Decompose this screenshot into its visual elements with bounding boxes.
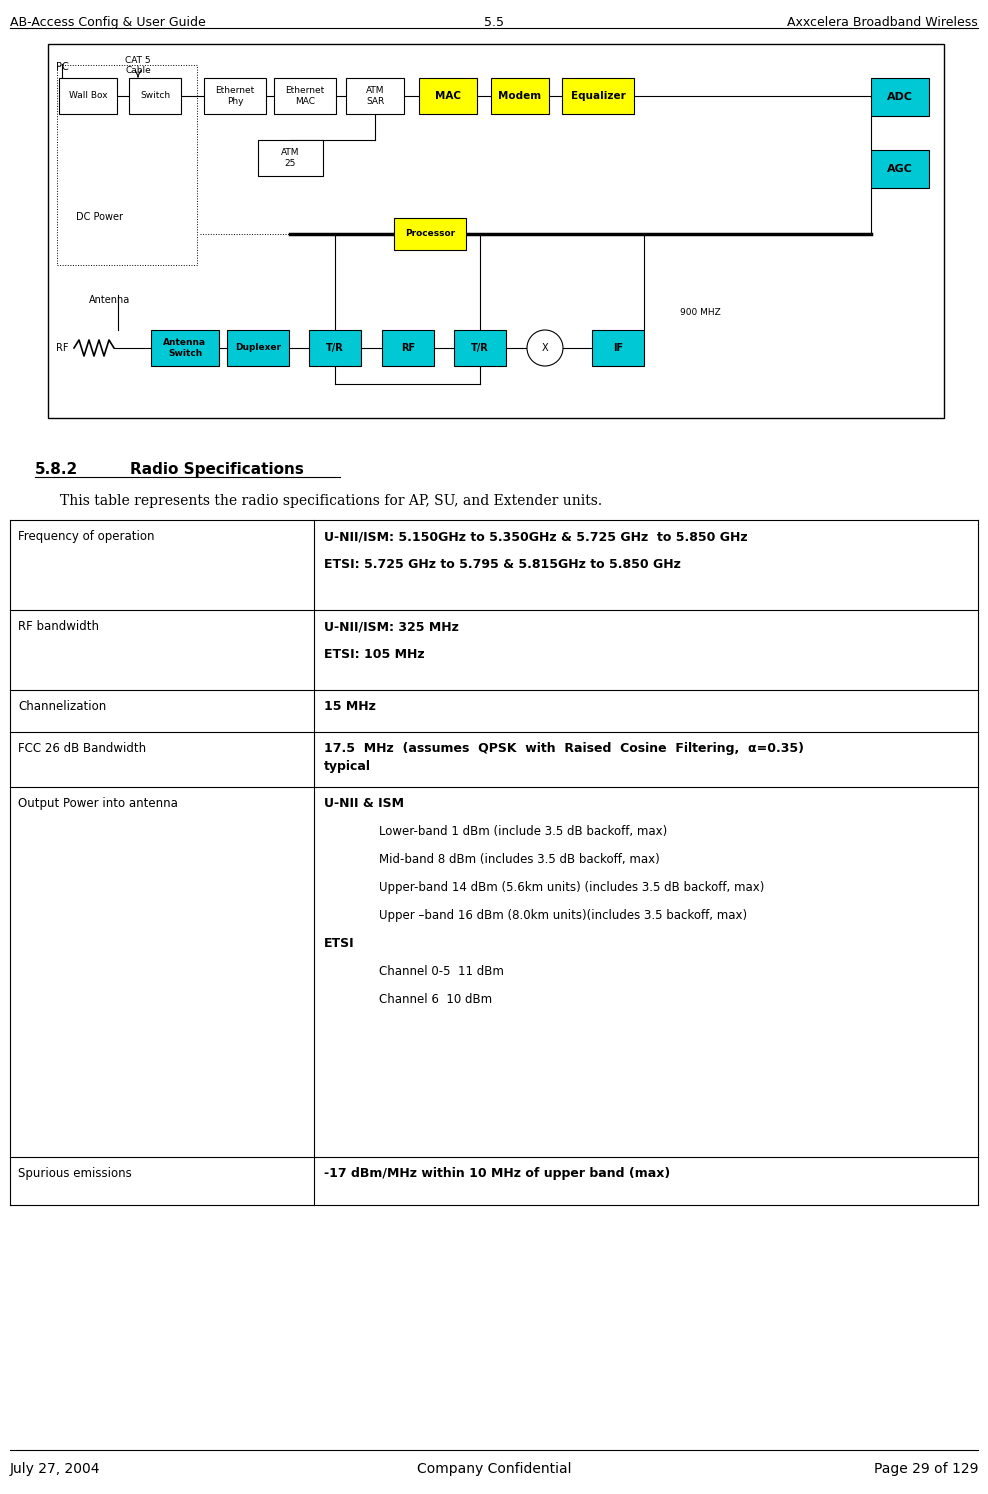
Bar — [151, 330, 219, 366]
Bar — [871, 149, 929, 188]
Text: FCC 26 dB Bandwidth: FCC 26 dB Bandwidth — [18, 743, 146, 754]
Text: AGC: AGC — [887, 164, 913, 173]
Bar — [592, 330, 644, 366]
Text: Modem: Modem — [498, 91, 541, 102]
Text: PC: PC — [55, 61, 68, 72]
Text: Spurious emissions: Spurious emissions — [18, 1167, 131, 1180]
Text: ETSI: 5.725 GHz to 5.795 & 5.815GHz to 5.850 GHz: ETSI: 5.725 GHz to 5.795 & 5.815GHz to 5… — [324, 557, 681, 571]
Text: U-NII/ISM: 325 MHz: U-NII/ISM: 325 MHz — [324, 620, 458, 633]
Text: Channelization: Channelization — [18, 701, 107, 713]
Text: ETSI: ETSI — [324, 937, 355, 950]
Text: Antenna
Switch: Antenna Switch — [163, 338, 206, 357]
Bar — [382, 330, 434, 366]
Text: 15 MHz: 15 MHz — [324, 701, 375, 713]
Text: ADC: ADC — [887, 93, 913, 102]
Text: MAC: MAC — [435, 91, 461, 102]
Bar — [871, 78, 929, 117]
Text: -17 dBm/MHz within 10 MHz of upper band (max): -17 dBm/MHz within 10 MHz of upper band … — [324, 1167, 670, 1180]
Bar — [129, 78, 181, 114]
Bar — [491, 78, 549, 114]
Text: T/R: T/R — [326, 344, 344, 353]
Text: Wall Box: Wall Box — [69, 91, 108, 100]
Text: AB-Access Config & User Guide: AB-Access Config & User Guide — [10, 16, 206, 28]
Text: RF: RF — [55, 344, 68, 353]
Circle shape — [527, 330, 563, 366]
Text: X: X — [541, 344, 548, 353]
Bar — [227, 330, 289, 366]
Bar — [48, 43, 944, 418]
Text: 900 MHZ: 900 MHZ — [680, 308, 720, 317]
Text: ATM
25: ATM 25 — [281, 148, 299, 167]
Text: 17.5  MHz  (assumes  QPSK  with  Raised  Cosine  Filtering,  α=0.35): 17.5 MHz (assumes QPSK with Raised Cosin… — [324, 743, 804, 754]
Text: Upper –band 16 dBm (8.0km units)(includes 3.5 backoff, max): Upper –band 16 dBm (8.0km units)(include… — [379, 908, 747, 922]
Text: Channel 6  10 dBm: Channel 6 10 dBm — [379, 994, 492, 1005]
Text: Radio Specifications: Radio Specifications — [130, 462, 304, 477]
Text: RF bandwidth: RF bandwidth — [18, 620, 99, 633]
Text: U-NII/ISM: 5.150GHz to 5.350GHz & 5.725 GHz  to 5.850 GHz: U-NII/ISM: 5.150GHz to 5.350GHz & 5.725 … — [324, 530, 748, 542]
Bar — [204, 78, 266, 114]
Text: Channel 0-5  11 dBm: Channel 0-5 11 dBm — [379, 965, 504, 979]
Text: Ethernet
Phy: Ethernet Phy — [215, 87, 255, 106]
Text: ATM
SAR: ATM SAR — [366, 87, 384, 106]
Text: Upper-band 14 dBm (5.6km units) (includes 3.5 dB backoff, max): Upper-band 14 dBm (5.6km units) (include… — [379, 881, 765, 893]
Bar — [59, 78, 117, 114]
Text: Switch: Switch — [140, 91, 170, 100]
Text: Mid-band 8 dBm (includes 3.5 dB backoff, max): Mid-band 8 dBm (includes 3.5 dB backoff,… — [379, 853, 660, 867]
Bar — [562, 78, 634, 114]
Text: 5.5: 5.5 — [484, 16, 504, 28]
Text: Ethernet
MAC: Ethernet MAC — [286, 87, 325, 106]
Text: Page 29 of 129: Page 29 of 129 — [873, 1463, 978, 1476]
Bar — [57, 66, 197, 264]
Text: This table represents the radio specifications for AP, SU, and Extender units.: This table represents the radio specific… — [60, 495, 602, 508]
Text: Company Confidential: Company Confidential — [417, 1463, 571, 1476]
Text: Output Power into antenna: Output Power into antenna — [18, 796, 178, 810]
Text: Duplexer: Duplexer — [235, 344, 281, 353]
Text: Axxcelera Broadband Wireless: Axxcelera Broadband Wireless — [787, 16, 978, 28]
Text: T/R: T/R — [471, 344, 489, 353]
Text: 5.8.2: 5.8.2 — [35, 462, 78, 477]
Text: typical: typical — [324, 760, 371, 772]
Text: DC Power: DC Power — [76, 212, 123, 223]
Bar — [274, 78, 336, 114]
Text: Processor: Processor — [405, 230, 455, 239]
Bar — [419, 78, 477, 114]
Text: Equalizer: Equalizer — [571, 91, 625, 102]
Text: Frequency of operation: Frequency of operation — [18, 530, 154, 542]
Bar — [309, 330, 361, 366]
Bar — [346, 78, 404, 114]
Bar — [258, 140, 322, 176]
Text: July 27, 2004: July 27, 2004 — [10, 1463, 101, 1476]
Text: Antenna: Antenna — [89, 294, 130, 305]
Text: RF: RF — [401, 344, 415, 353]
Text: U-NII & ISM: U-NII & ISM — [324, 796, 404, 810]
Bar — [394, 218, 466, 249]
Text: IF: IF — [613, 344, 623, 353]
Text: ETSI: 105 MHz: ETSI: 105 MHz — [324, 648, 425, 660]
Text: CAT 5
Cable: CAT 5 Cable — [125, 55, 151, 75]
Bar — [454, 330, 506, 366]
Text: Lower-band 1 dBm (include 3.5 dB backoff, max): Lower-band 1 dBm (include 3.5 dB backoff… — [379, 825, 667, 838]
